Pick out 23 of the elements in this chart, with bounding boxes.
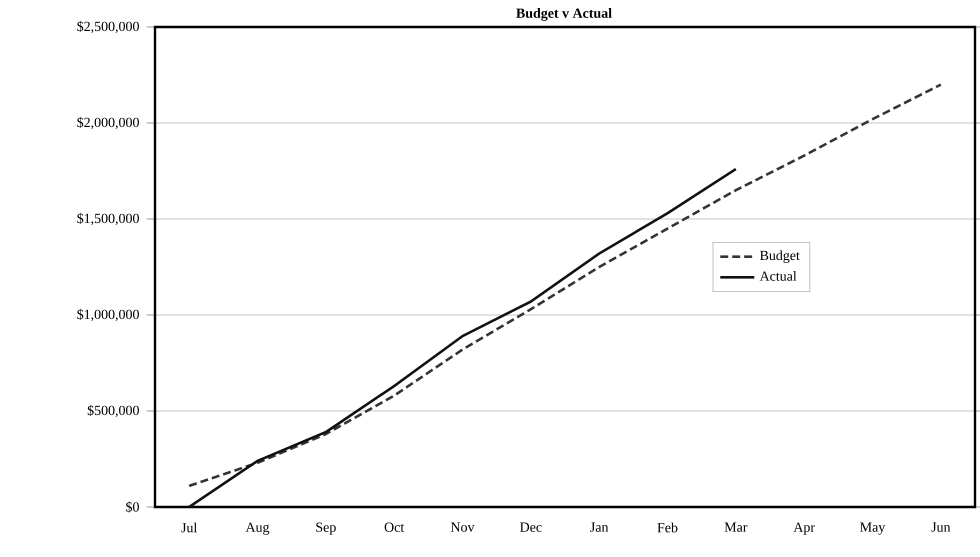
legend-label: Actual bbox=[760, 271, 796, 281]
x-tick-label: Dec bbox=[520, 522, 542, 532]
x-tick-label: Jun bbox=[931, 522, 950, 532]
y-tick-label: $1,000,000 bbox=[77, 308, 139, 322]
x-tick-label: May bbox=[860, 522, 886, 535]
legend-label: Budget bbox=[760, 250, 800, 264]
y-tick-label: $2,500,000 bbox=[77, 20, 139, 34]
y-tick-label: $2,000,000 bbox=[77, 116, 139, 130]
x-tick-label: Nov bbox=[450, 522, 475, 532]
y-tick-label: $1,500,000 bbox=[77, 212, 139, 226]
x-tick-label: Feb bbox=[657, 522, 678, 532]
x-tick-label: Apr bbox=[793, 522, 815, 535]
x-tick-label: Aug bbox=[246, 522, 270, 535]
x-tick-label: Mar bbox=[724, 522, 748, 532]
chart-title: Budget v Actual bbox=[516, 8, 612, 21]
y-tick-label: $0 bbox=[126, 501, 139, 513]
x-tick-label: Sep bbox=[316, 522, 336, 535]
x-tick-label: Jan bbox=[590, 522, 608, 532]
y-tick-label: $500,000 bbox=[88, 404, 139, 418]
line-series bbox=[188, 83, 942, 488]
x-tick-label: Jul bbox=[181, 522, 198, 532]
x-tick-label: Oct bbox=[384, 522, 404, 532]
line-series bbox=[188, 168, 738, 507]
